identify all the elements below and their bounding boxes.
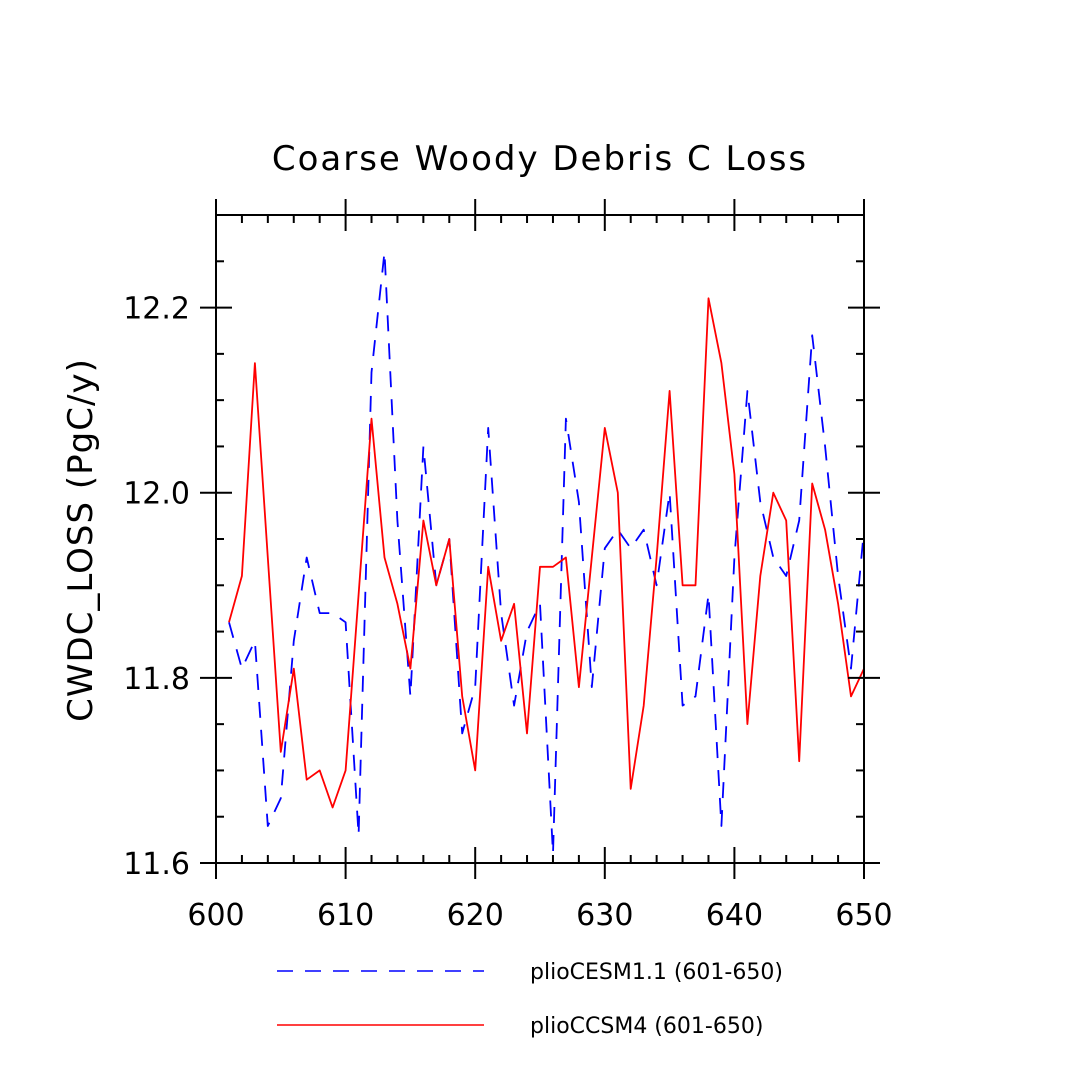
x-tick-label: 640 (706, 898, 763, 933)
y-tick-label: 12.2 (123, 292, 190, 327)
series-line-0 (228, 251, 865, 855)
y-tick-label: 11.8 (123, 662, 190, 697)
legend: plioCESM1.1 (601-650) plioCCSM4 (601-650… (277, 960, 783, 1039)
legend-label-cesm: plioCESM1.1 (601-650) (530, 960, 783, 985)
x-tick-label: 650 (835, 898, 892, 933)
series-line-1 (228, 297, 865, 809)
chart-title: Coarse Woody Debris C Loss (272, 139, 808, 179)
x-tick-label: 610 (317, 898, 374, 933)
plot-frame (215, 214, 865, 864)
tick-labels: 600 610 620 630 640 650 11.6 11.8 12.0 12.2 (123, 292, 892, 933)
x-tick-label: 630 (576, 898, 633, 933)
series-layer (228, 251, 865, 855)
y-tick-label: 12.0 (123, 477, 190, 512)
y-axis-label: CWDC_LOSS (PgC/y) (61, 358, 101, 722)
y-tick-label: 11.6 (123, 847, 190, 882)
axis-ticks (200, 199, 880, 879)
legend-label-ccsm: plioCCSM4 (601-650) (530, 1014, 763, 1039)
x-tick-label: 600 (187, 898, 244, 933)
x-tick-label: 620 (447, 898, 504, 933)
